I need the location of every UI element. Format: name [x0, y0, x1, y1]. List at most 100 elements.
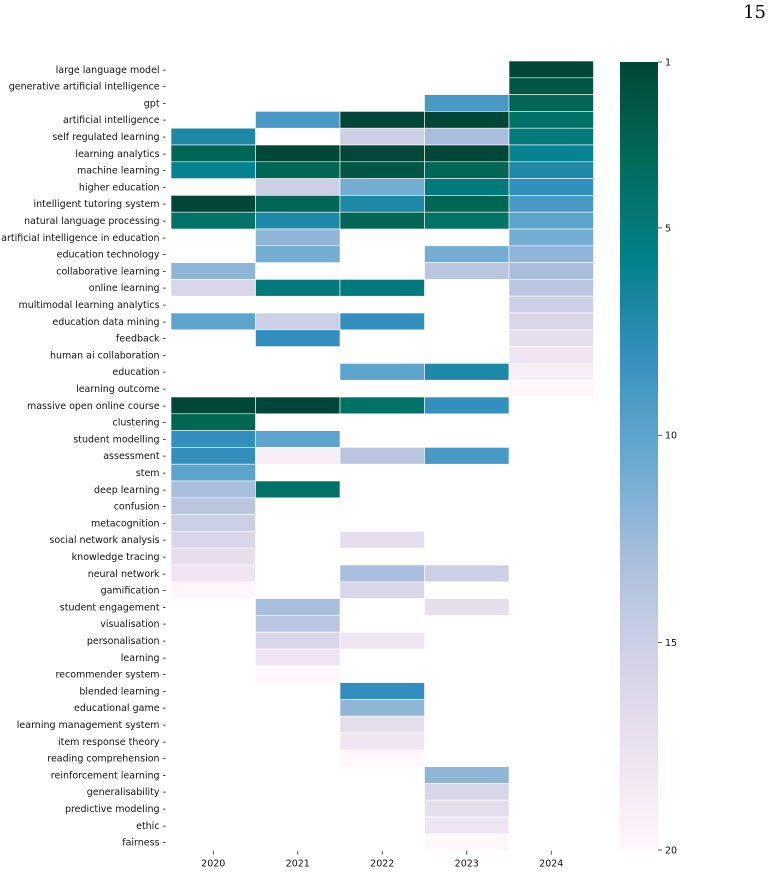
heatmap-cell	[170, 430, 256, 448]
y-tick-label: student modelling -	[73, 434, 166, 445]
colorbar-tick-label: 10	[665, 431, 677, 442]
heatmap-cell	[508, 228, 594, 247]
heatmap-cell	[255, 195, 341, 213]
y-tick-label: learning management system -	[17, 720, 166, 731]
y-tick-label: large language model -	[56, 65, 166, 76]
heatmap-cell	[255, 648, 341, 667]
y-tick-label: knowledge tracing -	[72, 552, 166, 563]
heatmap-cell	[255, 228, 341, 247]
colorbar-tick-label: 20	[665, 845, 677, 856]
heatmap-cell	[424, 94, 510, 112]
heatmap-cell	[255, 279, 341, 297]
heatmap-cell	[508, 178, 594, 196]
heatmap-cell	[424, 766, 510, 784]
y-tick-label: education technology -	[57, 250, 166, 261]
heatmap-cell	[424, 564, 510, 583]
heatmap-cell	[424, 127, 510, 146]
heatmap-cell	[339, 699, 425, 717]
y-tick-label: student engagement -	[60, 602, 166, 613]
heatmap-cell	[170, 144, 256, 163]
heatmap-cell	[424, 195, 510, 213]
y-tick-label: personalisation -	[87, 636, 166, 647]
y-tick-label: multimodal learning analytics -	[18, 300, 166, 311]
heatmap-cell	[424, 161, 510, 179]
x-tick-label: 2024	[539, 859, 563, 870]
heatmap-cell	[508, 262, 594, 280]
heatmap-cell	[508, 211, 594, 230]
y-tick-label: learning analytics -	[75, 149, 166, 160]
heatmap-cell	[339, 363, 425, 381]
y-tick-label: confusion -	[114, 502, 166, 513]
y-tick-label: intelligent tutoring system -	[34, 199, 166, 210]
y-tick-label: human ai collaboration -	[50, 350, 166, 361]
heatmap-cell	[255, 430, 341, 448]
heatmap-cell	[339, 682, 425, 700]
y-tick-label: gamification -	[101, 586, 166, 597]
heatmap-cell	[170, 195, 256, 213]
heatmap-cell	[339, 279, 425, 297]
heatmap-cell	[255, 396, 341, 415]
y-tick-label: metacognition -	[91, 518, 166, 529]
y-tick-label: feedback -	[116, 334, 166, 345]
heatmap-cell	[170, 211, 256, 230]
heatmap-cell	[339, 732, 425, 751]
heatmap-cell	[339, 531, 425, 549]
y-tick-label: natural language processing -	[24, 216, 166, 227]
y-tick-label: collaborative learning -	[56, 266, 166, 277]
heatmap-cell	[424, 833, 510, 851]
heatmap-cell	[255, 665, 341, 683]
heatmap-cell	[508, 111, 594, 129]
heatmap-cell	[339, 396, 425, 415]
y-tick-label: self regulated learning -	[52, 132, 166, 143]
heatmap-cell	[424, 111, 510, 129]
y-tick-label: artificial intelligence in education -	[1, 233, 166, 244]
heatmap-cell	[508, 312, 594, 331]
y-tick-label: gpt -	[144, 98, 166, 109]
heatmap-cell	[170, 581, 256, 599]
heatmap-cell	[339, 312, 425, 331]
y-axis-labels: large language model - generative artific…	[1, 65, 166, 849]
y-tick-label: social network analysis -	[49, 535, 166, 546]
heatmap-cell	[508, 60, 594, 79]
heatmap-cell	[424, 396, 510, 415]
heatmap-cell	[339, 715, 425, 734]
heatmap-cell	[424, 447, 510, 465]
heatmap-cell	[508, 161, 594, 179]
y-tick-label: item response theory -	[58, 737, 166, 748]
heatmap-cell	[424, 816, 510, 835]
x-axis-labels: 2020 2021 2022 2023 2024	[201, 850, 563, 870]
y-tick-label: assessment -	[103, 451, 166, 462]
heatmap-cell	[424, 598, 510, 616]
y-tick-label: blended learning -	[79, 686, 166, 697]
heatmap-cell	[508, 94, 594, 112]
y-tick-label: massive open online course -	[27, 401, 166, 412]
x-tick-label: 2020	[201, 859, 225, 870]
y-tick-label: generative artificial intelligence -	[9, 82, 166, 93]
heatmap-cell	[424, 783, 510, 801]
heatmap-cell	[255, 161, 341, 179]
heatmap-cell	[255, 598, 341, 616]
heatmap-cell	[255, 144, 341, 163]
heatmap-cell	[424, 363, 510, 381]
y-tick-label: visualisation -	[100, 619, 166, 630]
heatmap-cell	[339, 564, 425, 583]
y-tick-label: education data mining -	[52, 317, 166, 328]
y-tick-label: reinforcement learning -	[51, 770, 166, 781]
heatmap-cell	[508, 195, 594, 213]
heatmap-cell	[170, 497, 256, 515]
y-tick-label: recommender system -	[55, 670, 166, 681]
heatmap-cell	[170, 447, 256, 465]
heatmap-cell	[255, 631, 341, 650]
x-tick-label: 2021	[286, 859, 310, 870]
y-tick-label: learning -	[121, 653, 166, 664]
heatmap-cell	[508, 346, 594, 364]
y-tick-label: machine learning -	[77, 166, 166, 177]
heatmap-cell	[508, 127, 594, 146]
colorbar-gradient	[620, 62, 658, 850]
heatmap-cell	[255, 211, 341, 230]
y-tick-label: deep learning -	[94, 485, 166, 496]
heatmap-cell	[508, 363, 594, 381]
heatmap-cell	[339, 581, 425, 599]
x-tick-label: 2023	[455, 859, 479, 870]
